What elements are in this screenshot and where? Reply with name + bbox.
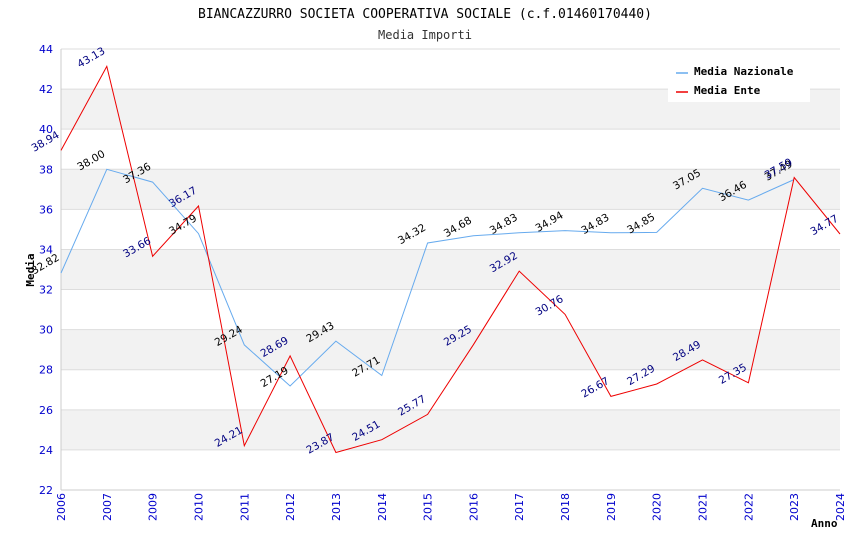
series-line-media-ente (60, 65, 841, 454)
y-tick-label: 28 (39, 364, 53, 377)
y-tick-label: 42 (39, 83, 53, 96)
y-tick-label: 26 (39, 404, 53, 417)
y-tick-label: 44 (39, 43, 53, 56)
legend: Media Nazionale Media Ente (668, 60, 810, 102)
x-tick-label: 2017 (513, 493, 526, 521)
grid-band (61, 129, 840, 170)
x-tick-label: 2020 (651, 493, 664, 521)
grid-band (61, 329, 840, 370)
y-tick-label: 24 (39, 444, 53, 457)
x-tick-labels: 2006 2007 2009 2010 2011 2012 2013 2014 2015 2016… (55, 493, 847, 521)
y-tick-label: 40 (39, 123, 53, 136)
x-tick-label: 2014 (376, 493, 389, 521)
x-tick-label: 2012 (284, 493, 297, 521)
y-tick-label: 36 (39, 203, 53, 216)
y-tick-label: 32 (39, 284, 53, 297)
x-tick-label: 2019 (605, 493, 618, 521)
y-tick-label: 34 (39, 243, 53, 256)
grid-band (61, 409, 840, 450)
x-tick-label: 2016 (467, 493, 480, 521)
y-tick-labels: 22 24 26 28 30 32 34 36 38 40 42 44 (39, 43, 53, 497)
legend-box (668, 60, 810, 102)
chart-subtitle: Media Importi (378, 28, 472, 42)
series-line-media-nazionale (60, 168, 795, 387)
grid-band (61, 169, 840, 210)
grid-band (61, 289, 840, 330)
x-tick-label: 2024 (834, 493, 847, 521)
x-axis-label: Anno (811, 517, 838, 530)
legend-label-media-nazionale: Media Nazionale (694, 65, 794, 78)
grid-band (61, 449, 840, 490)
x-tick-label: 2010 (192, 493, 205, 521)
legend-label-media-ente: Media Ente (694, 84, 761, 97)
x-tick-label: 2018 (559, 493, 572, 521)
grid-band (61, 209, 840, 250)
y-tick-label: 38 (39, 163, 53, 176)
x-tick-label: 2021 (697, 493, 710, 521)
x-tick-label: 2009 (147, 493, 160, 521)
x-tick-label: 2006 (55, 493, 68, 521)
x-tick-label: 2022 (742, 493, 755, 521)
axes (60, 49, 840, 491)
y-tick-label: 30 (39, 324, 53, 337)
x-tick-label: 2011 (238, 493, 251, 521)
y-axis-label: Media (24, 253, 37, 286)
x-tick-label: 2023 (788, 493, 801, 521)
grid-band (61, 249, 840, 290)
series-lines (60, 65, 841, 454)
chart-title: BIANCAZZURRO SOCIETA COOPERATIVA SOCIALE… (198, 7, 652, 22)
y-tick-label: 22 (39, 484, 53, 497)
grid-bands (61, 49, 840, 490)
grid-band (61, 369, 840, 410)
x-tick-label: 2013 (330, 493, 343, 521)
x-tick-label: 2007 (101, 493, 114, 521)
x-tick-label: 2015 (422, 493, 435, 521)
